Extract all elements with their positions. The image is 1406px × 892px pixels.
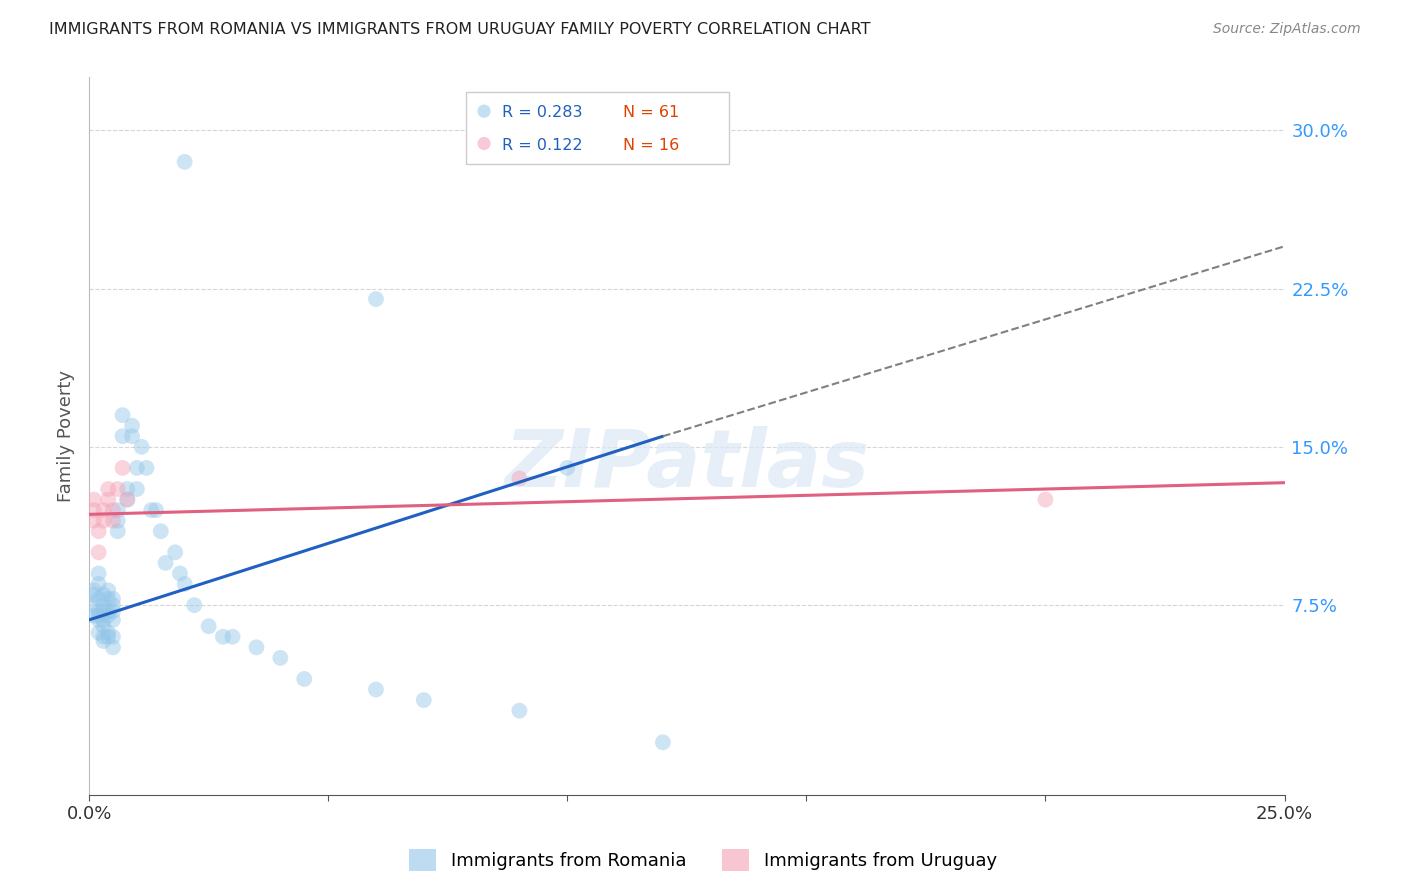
Point <box>83 503 105 517</box>
Point <box>651 735 673 749</box>
Point <box>83 514 105 528</box>
Point <box>165 545 187 559</box>
Point <box>107 524 129 539</box>
Point <box>131 440 153 454</box>
Point <box>83 598 105 612</box>
Point <box>121 418 143 433</box>
Point <box>97 608 120 623</box>
Point <box>245 640 267 655</box>
Point <box>93 598 115 612</box>
Point <box>117 492 139 507</box>
Point <box>93 604 115 618</box>
Point <box>145 503 167 517</box>
Point <box>83 583 105 598</box>
Point <box>121 429 143 443</box>
Point <box>93 613 115 627</box>
Text: IMMIGRANTS FROM ROMANIA VS IMMIGRANTS FROM URUGUAY FAMILY POVERTY CORRELATION CH: IMMIGRANTS FROM ROMANIA VS IMMIGRANTS FR… <box>49 22 870 37</box>
Point <box>508 471 530 485</box>
Point <box>212 630 235 644</box>
Point <box>197 619 219 633</box>
Point <box>149 524 172 539</box>
Point <box>87 524 110 539</box>
Point <box>508 704 530 718</box>
Point <box>87 604 110 618</box>
Point <box>93 503 115 517</box>
Point <box>269 651 291 665</box>
Point <box>87 613 110 627</box>
Point <box>101 591 124 606</box>
Point <box>173 154 195 169</box>
Point <box>97 482 120 496</box>
Point <box>107 482 129 496</box>
Point <box>135 461 157 475</box>
Point <box>87 625 110 640</box>
Point <box>412 693 434 707</box>
Point <box>87 608 110 623</box>
Point <box>87 591 110 606</box>
Point <box>93 514 115 528</box>
Legend: Immigrants from Romania, Immigrants from Uruguay: Immigrants from Romania, Immigrants from… <box>402 842 1004 879</box>
Point <box>97 583 120 598</box>
Point <box>97 604 120 618</box>
Point <box>101 613 124 627</box>
Point <box>1035 492 1057 507</box>
Point <box>101 604 124 618</box>
Point <box>125 482 148 496</box>
Point <box>107 503 129 517</box>
Point <box>87 577 110 591</box>
Point <box>364 682 387 697</box>
Point <box>97 591 120 606</box>
Point <box>555 461 578 475</box>
Point <box>101 598 124 612</box>
Point <box>93 619 115 633</box>
Point <box>97 630 120 644</box>
Point <box>93 588 115 602</box>
Point <box>101 503 124 517</box>
Point <box>83 608 105 623</box>
Point <box>101 630 124 644</box>
Point <box>141 503 163 517</box>
Point <box>111 429 134 443</box>
Text: ZIPatlas: ZIPatlas <box>505 426 869 504</box>
Point <box>111 408 134 422</box>
Point <box>97 492 120 507</box>
Y-axis label: Family Poverty: Family Poverty <box>58 370 75 502</box>
Point <box>155 556 177 570</box>
Point <box>111 461 134 475</box>
Point <box>292 672 315 686</box>
Point <box>101 640 124 655</box>
Point <box>117 482 139 496</box>
Point <box>107 514 129 528</box>
Point <box>221 630 243 644</box>
Point <box>83 588 105 602</box>
Point <box>364 292 387 306</box>
Point <box>93 630 115 644</box>
Point <box>117 492 139 507</box>
Point <box>183 598 205 612</box>
Point <box>101 514 124 528</box>
Text: Source: ZipAtlas.com: Source: ZipAtlas.com <box>1213 22 1361 37</box>
Point <box>169 566 191 581</box>
Point <box>87 545 110 559</box>
Point <box>83 492 105 507</box>
Point <box>97 625 120 640</box>
Point <box>173 577 195 591</box>
Point <box>87 566 110 581</box>
Point <box>125 461 148 475</box>
Point <box>93 634 115 648</box>
